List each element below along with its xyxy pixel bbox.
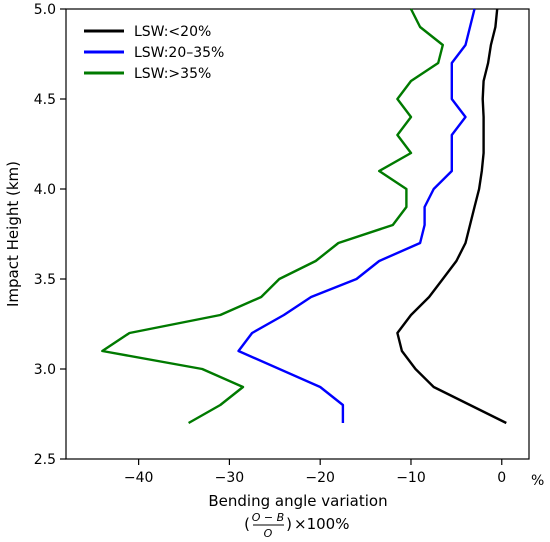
x-unit-label: % (531, 473, 544, 489)
formula-denominator: O (264, 527, 273, 540)
formula-numerator: O − B (252, 511, 284, 524)
y-tick-label: 3.5 (34, 272, 56, 288)
series-line-2 (237, 8, 476, 423)
x-tick-label: 0 (497, 470, 506, 486)
x-axis-title: Bending angle variation (208, 492, 387, 510)
formula-open-paren: ( (244, 515, 250, 533)
formula-suffix: ×100% (294, 515, 349, 533)
y-tick-label: 2.5 (34, 452, 56, 468)
x-tick-label: −40 (124, 470, 154, 486)
y-tick-label: 4.5 (34, 92, 56, 108)
legend-label-series-2: LSW:20–35% (134, 45, 224, 61)
x-tick-label: −20 (305, 470, 335, 486)
legend-label-series-1: LSW:<20% (134, 24, 211, 40)
series-line-3 (101, 8, 444, 425)
x-axis-ticks: −40 −30 −20 −10 0 (124, 459, 506, 486)
x-tick-label: −10 (396, 470, 426, 486)
legend: LSW:<20% LSW:20–35% LSW:>35% (84, 24, 224, 82)
y-axis-title: Impact Height (km) (4, 161, 22, 307)
formula-close-paren: ) (286, 515, 292, 533)
legend-label-series-3: LSW:>35% (134, 66, 211, 82)
plot-area (65, 8, 530, 460)
plot-frame (65, 8, 530, 460)
series-line-1 (396, 8, 507, 425)
x-tick-label: −30 (215, 470, 245, 486)
y-tick-label: 4.0 (34, 182, 56, 198)
x-axis-formula: ( O − B O ) ×100% (244, 511, 349, 540)
y-axis-ticks: 2.5 3.0 3.5 4.0 4.5 5.0 (34, 2, 66, 468)
y-tick-label: 3.0 (34, 362, 56, 378)
y-tick-label: 5.0 (34, 2, 56, 18)
series-layer (101, 8, 507, 425)
